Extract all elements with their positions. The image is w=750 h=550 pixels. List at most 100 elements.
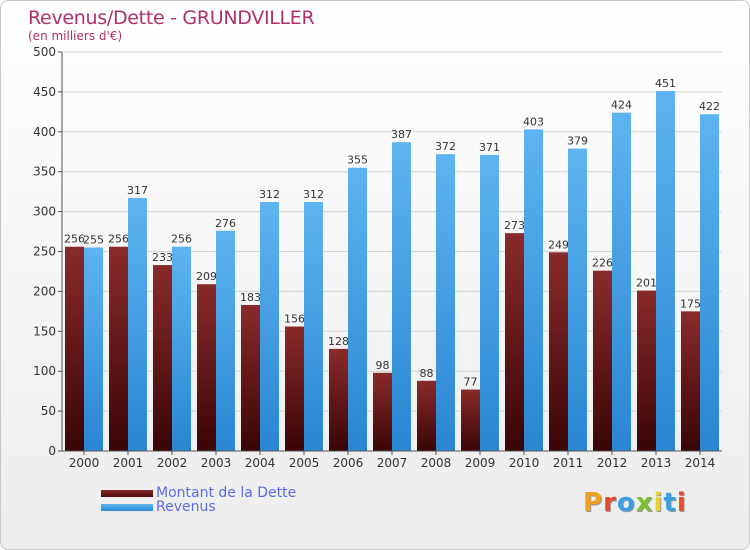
y-tick-label: 400 [33,125,56,139]
x-tick-label: 2014 [685,456,716,470]
y-tick-label: 100 [33,364,56,378]
logo-letter: P [583,488,604,518]
bar-dette [461,389,480,451]
data-label-revenus: 424 [611,99,632,112]
data-label-revenus: 371 [479,141,500,154]
proxiti-logo: Proxiti [583,488,687,518]
data-label-revenus: 355 [347,154,368,167]
bar-dette [65,246,84,451]
data-label-dette: 256 [64,233,85,246]
chart-subtitle: (en milliers d'€) [28,29,123,43]
x-tick-label: 2013 [641,456,672,470]
legend-swatch-revenus [101,503,153,511]
bar-revenus [260,202,279,451]
x-tick-label: 2007 [377,456,408,470]
legend-swatch-dette [101,489,153,497]
bar-dette [637,290,656,451]
y-tick-label: 300 [33,205,56,219]
y-tick-label: 250 [33,245,56,259]
bar-revenus [348,167,367,451]
logo-letter: x [635,488,654,518]
bar-dette [197,284,216,451]
bar-revenus [656,91,675,452]
x-tick-label: 2011 [553,456,584,470]
data-label-revenus: 255 [83,234,104,247]
bar-revenus [84,247,103,451]
data-label-dette: 201 [636,277,657,290]
data-label-dette: 175 [680,297,701,310]
data-label-revenus: 372 [435,140,456,153]
data-label-dette: 183 [240,291,261,304]
y-tick-label: 350 [33,165,56,179]
x-tick-label: 2005 [289,456,320,470]
data-label-revenus: 422 [699,100,720,113]
x-tick-label: 2004 [245,456,276,470]
data-label-dette: 156 [284,313,305,326]
bar-dette [549,252,568,451]
data-label-revenus: 403 [523,115,544,128]
x-tick-label: 2003 [201,456,232,470]
bar-dette [329,348,348,451]
legend-label-dette: Montant de la Dette [156,485,297,501]
data-label-revenus: 387 [391,128,412,141]
bar-revenus [304,202,323,451]
bar-revenus [392,142,411,451]
x-tick-label: 2002 [157,456,188,470]
logo-letter: i [676,488,687,518]
x-tick-label: 2001 [113,456,144,470]
data-label-dette: 98 [376,359,390,372]
legend: Montant de la Dette Revenus [101,486,296,514]
x-tick-label: 2010 [509,456,540,470]
x-tick-label: 2006 [333,456,364,470]
logo-letter: o [616,488,636,518]
logo-letter: i [653,488,664,518]
data-label-revenus: 379 [567,135,588,148]
data-label-dette: 256 [108,233,129,246]
bar-dette [153,265,172,451]
data-label-revenus: 256 [171,233,192,246]
data-label-revenus: 312 [303,188,324,201]
chart-title: Revenus/Dette - GRUNDVILLER [28,7,315,29]
data-label-dette: 88 [420,367,434,380]
bar-dette [593,270,612,451]
legend-label-revenus: Revenus [156,499,216,515]
y-tick-label: 450 [33,85,56,99]
bar-dette [417,380,436,451]
bar-revenus [524,129,543,451]
y-tick-label: 200 [33,284,56,298]
x-tick-label: 2008 [421,456,452,470]
bar-revenus [480,154,499,451]
data-label-dette: 209 [196,270,217,283]
data-label-revenus: 276 [215,217,236,230]
logo-letter: t [663,488,677,518]
data-label-revenus: 317 [127,184,148,197]
data-label-dette: 77 [464,376,478,389]
legend-item-revenus: Revenus [101,500,296,514]
bar-dette [505,233,524,451]
bar-revenus [700,114,719,451]
bar-revenus [568,148,587,452]
bar-revenus [436,154,455,452]
data-label-revenus: 312 [259,188,280,201]
bar-dette [681,311,700,451]
data-label-dette: 273 [504,219,525,232]
bar-dette [109,246,128,451]
data-label-dette: 249 [548,238,569,251]
data-label-dette: 226 [592,257,613,270]
data-label-dette: 233 [152,251,173,264]
legend-item-dette: Montant de la Dette [101,486,296,500]
y-tick-label: 0 [48,444,56,458]
y-tick-label: 500 [33,45,56,59]
bar-dette [285,326,304,451]
bar-revenus [612,112,631,451]
bar-dette [241,304,260,451]
bar-revenus [172,246,191,451]
x-tick-label: 2012 [597,456,628,470]
y-tick-label: 50 [41,404,56,418]
y-tick-label: 150 [33,324,56,338]
bar-revenus [128,198,147,451]
data-label-revenus: 451 [655,77,676,90]
logo-letter: r [603,488,617,518]
